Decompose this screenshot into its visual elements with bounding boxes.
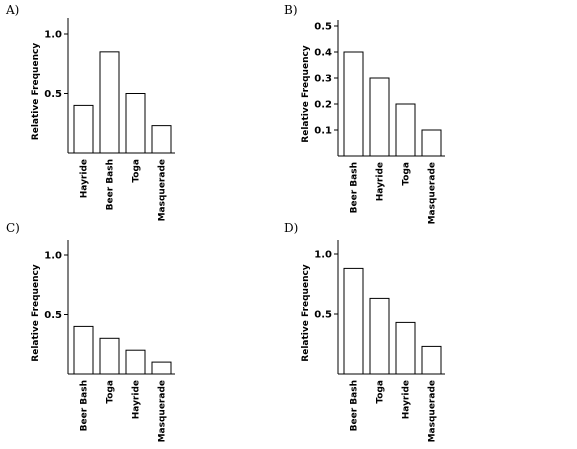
panel-label-c: C) (6, 221, 20, 235)
bar-c-beer-bash (73, 325, 94, 375)
y-tick-label-b: 0.5 (314, 22, 332, 33)
category-label-d: Masquerade (428, 380, 438, 442)
y-axis-label-d: Relative Frequency (301, 264, 311, 361)
category-label-b: Masquerade (428, 162, 438, 224)
category-label-c: Hayride (132, 380, 142, 419)
y-tick-label-b: 0.3 (314, 74, 332, 85)
category-label-a: Beer Bash (106, 159, 116, 210)
bar-b-hayride (369, 77, 390, 157)
panel-b: B) 0.1 0.2 0.3 0.4 0.5 Relative Frequency Beer… (284, 3, 445, 224)
bar-a-hayride (73, 104, 94, 154)
panel-label-b: B) (284, 3, 298, 17)
panel-label-d: D) (284, 221, 298, 235)
y-tick-label-d: 1.0 (314, 250, 332, 261)
category-label-d: Toga (376, 380, 386, 404)
category-label-c: Toga (106, 380, 116, 404)
y-tick-label-b: 0.4 (314, 48, 332, 59)
bar-a-beer-bash (99, 51, 120, 154)
panel-label-a: A) (5, 3, 19, 17)
bar-b-beer-bash (343, 51, 364, 157)
category-label-a: Hayride (80, 159, 90, 198)
category-label-a: Toga (132, 159, 142, 183)
category-label-a: Masquerade (158, 159, 168, 221)
y-tick-label-d: 0.5 (314, 310, 332, 321)
bar-b-toga (395, 103, 416, 157)
bar-d-beer-bash (343, 267, 364, 375)
category-label-d: Beer Bash (350, 380, 360, 431)
category-label-b: Hayride (376, 162, 386, 201)
category-label-d: Hayride (402, 380, 412, 419)
y-tick-label-a: 1.0 (44, 30, 62, 41)
bar-c-toga (99, 337, 120, 375)
bar-a-toga (125, 93, 146, 154)
category-label-b: Beer Bash (350, 162, 360, 213)
y-tick-label-a: 0.5 (44, 89, 62, 100)
bar-b-masquerade (421, 129, 442, 157)
y-tick-label-c: 0.5 (44, 310, 62, 321)
bar-a-masquerade (151, 125, 172, 154)
plot-b: 0.1 0.2 0.3 0.4 0.5 Relative Frequency Beer Ba… (301, 20, 445, 224)
y-tick-label-c: 1.0 (44, 251, 62, 262)
y-axis-label-a: Relative Frequency (31, 43, 41, 140)
category-label-b: Toga (402, 162, 412, 186)
bar-c-masquerade (151, 361, 172, 375)
bar-d-hayride (395, 321, 416, 375)
y-axis-label-b: Relative Frequency (301, 45, 311, 142)
y-axis-label-c: Relative Frequency (31, 264, 41, 361)
category-label-c: Masquerade (158, 380, 168, 442)
bar-c-hayride (125, 349, 146, 375)
y-tick-label-b: 0.2 (314, 100, 332, 111)
category-label-c: Beer Bash (80, 380, 90, 431)
bar-d-masquerade (421, 345, 442, 375)
y-tick-label-b: 0.1 (314, 126, 332, 137)
bar-d-toga (369, 297, 390, 375)
